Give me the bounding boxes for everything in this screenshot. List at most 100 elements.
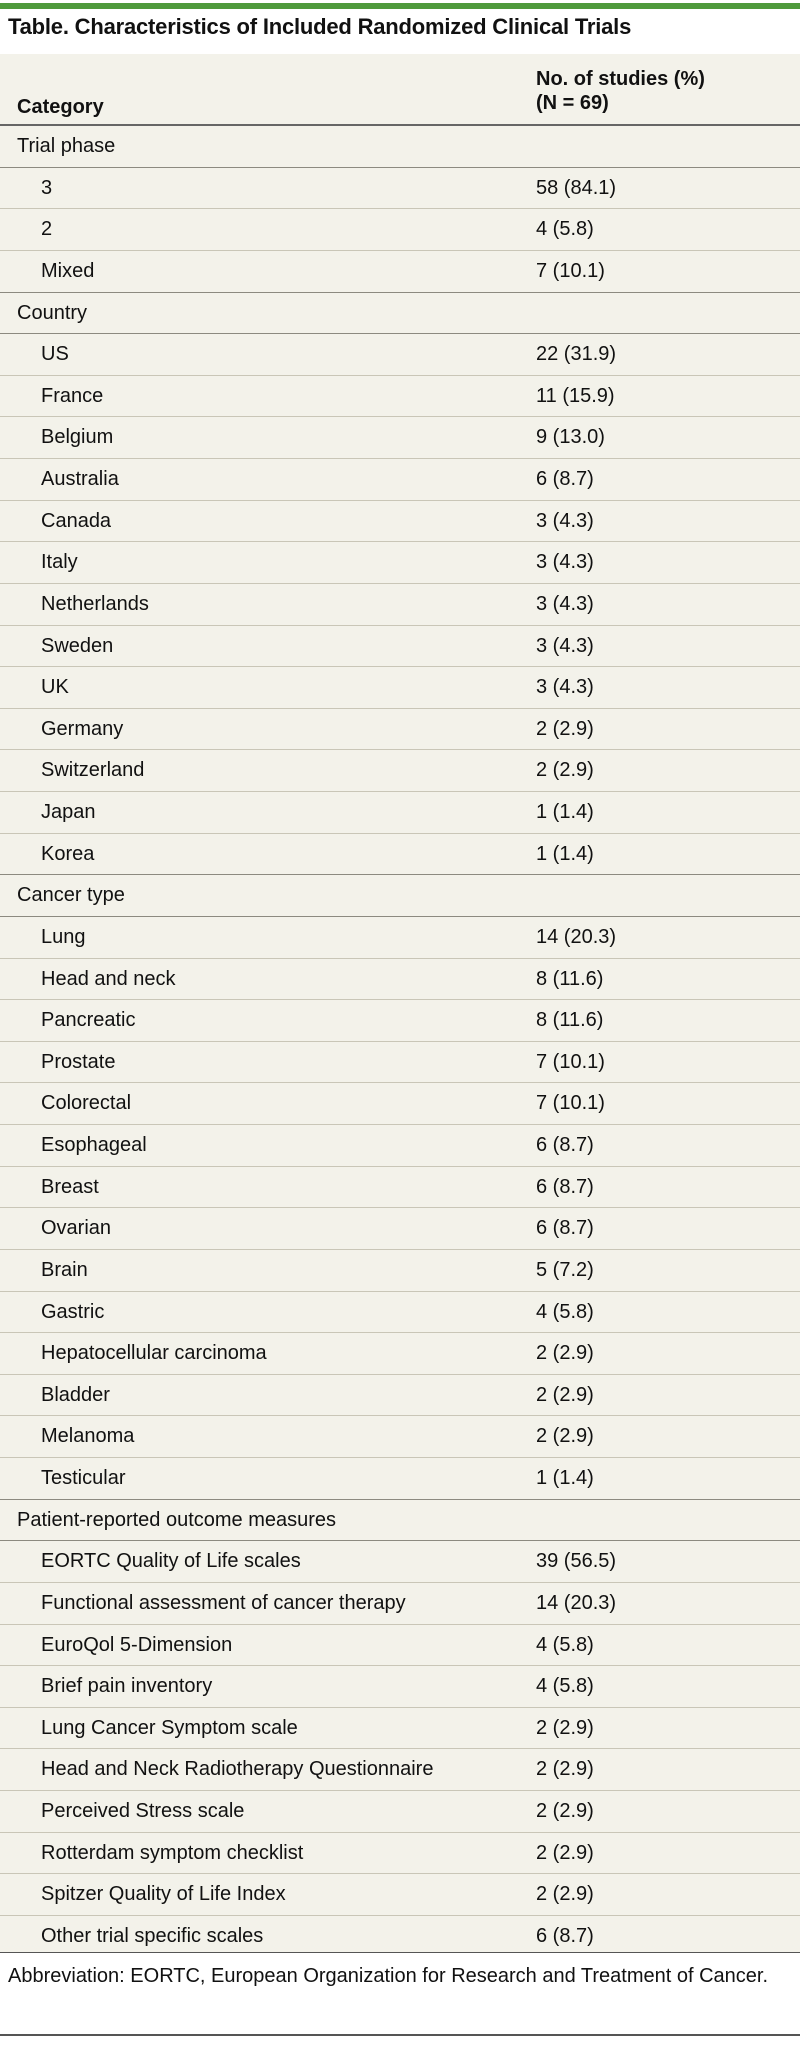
row-label: Prostate	[41, 1050, 116, 1073]
table-row: Ovarian 6 (8.7)	[0, 1208, 800, 1250]
row-label: EuroQol 5-Dimension	[41, 1633, 233, 1656]
row-label: Sweden	[41, 634, 114, 657]
row-count-value: 14 (20.3)	[536, 925, 617, 948]
row-count-value: 1 (1.4)	[536, 1467, 594, 1489]
row-count-value: 2 (2.9)	[536, 717, 594, 740]
table-row: 2 4 (5.8)	[0, 209, 800, 251]
table-bottom-rule	[0, 1952, 800, 1953]
section-header-row: Cancer type	[0, 875, 800, 917]
row-label: Ovarian	[41, 1217, 112, 1240]
table-row: Head and neck 8 (11.6)	[0, 959, 800, 1001]
row-count-value: 39 (56.5)	[536, 1550, 617, 1573]
table-row: Rotterdam symptom checklist 2 (2.9)	[0, 1833, 800, 1875]
table-header-row: Category No. of studies (%) (N = 69)	[0, 54, 800, 124]
table-row: Australia 6 (8.7)	[0, 459, 800, 501]
table-row: Lung Cancer Symptom scale 2 (2.9)	[0, 1708, 800, 1750]
table-body: Trial phase 3 58 (84.1) 2 4 (5.8) Mixed 7 (10.…	[0, 126, 800, 1958]
row-count-value: 2 (2.9)	[536, 1716, 594, 1739]
row-count-value: 8 (11.6)	[536, 1009, 604, 1032]
row-label: Esophageal	[41, 1134, 147, 1156]
row-count-value: 4 (5.8)	[536, 1633, 594, 1656]
table-row: Japan 1 (1.4)	[0, 792, 800, 834]
section-label: Cancer type	[17, 884, 125, 907]
row-label: Belgium	[41, 426, 114, 449]
row-label: Functional assessment of cancer therapy	[41, 1591, 406, 1614]
row-count-value: 4 (5.8)	[536, 1675, 594, 1698]
row-count-value: 6 (8.7)	[536, 1134, 594, 1156]
header-count: No. of studies (%) (N = 69)	[536, 67, 705, 115]
table-row: Italy 3 (4.3)	[0, 542, 800, 584]
section-label: Trial phase	[17, 135, 116, 157]
row-count-value: 2 (2.9)	[536, 759, 594, 782]
table-row: Belgium 9 (13.0)	[0, 417, 800, 459]
table-row: Pancreatic 8 (11.6)	[0, 1000, 800, 1042]
table-row: Korea 1 (1.4)	[0, 834, 800, 876]
row-label: Rotterdam symptom checklist	[41, 1841, 304, 1864]
table-row: Prostate 7 (10.1)	[0, 1042, 800, 1084]
table-row: Functional assessment of cancer therapy 1…	[0, 1583, 800, 1625]
row-label: Perceived Stress scale	[41, 1800, 245, 1822]
row-count-value: 1 (1.4)	[536, 801, 594, 823]
row-label: Other trial specific scales	[41, 1924, 264, 1947]
table-row: Brain 5 (7.2)	[0, 1250, 800, 1292]
row-label: Italy	[41, 551, 78, 574]
row-label: Pancreatic	[41, 1009, 136, 1032]
row-label: Breast	[41, 1175, 99, 1198]
table-row: US 22 (31.9)	[0, 334, 800, 376]
table-row: EuroQol 5-Dimension 4 (5.8)	[0, 1625, 800, 1667]
table-row: Lung 14 (20.3)	[0, 917, 800, 959]
row-label: Korea	[41, 842, 95, 865]
top-accent-rule	[0, 3, 800, 9]
row-label: EORTC Quality of Life scales	[41, 1550, 301, 1573]
row-label: Lung Cancer Symptom scale	[41, 1716, 298, 1739]
row-count-value: 58 (84.1)	[536, 176, 617, 199]
row-count-value: 7 (10.1)	[536, 259, 605, 282]
row-count-value: 3 (4.3)	[536, 509, 594, 532]
section-label: Country	[17, 301, 88, 324]
row-count-value: 3 (4.3)	[536, 592, 594, 615]
row-label: Netherlands	[41, 592, 149, 615]
row-count-value: 2 (2.9)	[536, 1883, 594, 1906]
row-count-value: 14 (20.3)	[536, 1591, 617, 1614]
row-label: Canada	[41, 509, 112, 532]
section-header-row: Trial phase	[0, 126, 800, 168]
characteristics-table: Category No. of studies (%) (N = 69) Tri…	[0, 54, 800, 1952]
row-label: US	[41, 343, 69, 366]
row-count-value: 9 (13.0)	[536, 426, 605, 449]
row-label: Japan	[41, 801, 96, 823]
row-label: Lung	[41, 925, 86, 948]
table-row: EORTC Quality of Life scales 39 (56.5)	[0, 1541, 800, 1583]
header-count-line1: No. of studies (%)	[536, 68, 705, 90]
header-divider	[0, 124, 800, 126]
row-label: Germany	[41, 717, 124, 740]
row-count-value: 2 (2.9)	[536, 1841, 594, 1864]
table-row: Colorectal 7 (10.1)	[0, 1083, 800, 1125]
table-footnote: Abbreviation: EORTC, European Organizati…	[8, 1965, 769, 1987]
row-count-value: 1 (1.4)	[536, 842, 594, 865]
row-label: Gastric	[41, 1300, 105, 1323]
row-label: 2	[41, 218, 53, 241]
table-row: Melanoma 2 (2.9)	[0, 1416, 800, 1458]
row-label: Bladder	[41, 1383, 110, 1406]
row-count-value: 6 (8.7)	[536, 468, 594, 490]
table-row: 3 58 (84.1)	[0, 168, 800, 210]
row-count-value: 2 (2.9)	[536, 1425, 594, 1448]
table-row: Canada 3 (4.3)	[0, 501, 800, 543]
row-count-value: 4 (5.8)	[536, 1300, 594, 1323]
row-count-value: 8 (11.6)	[536, 967, 604, 990]
row-label: Switzerland	[41, 759, 145, 782]
row-label: Colorectal	[41, 1092, 132, 1115]
row-label: Australia	[41, 468, 119, 490]
row-count-value: 6 (8.7)	[536, 1217, 594, 1240]
row-count-value: 6 (8.7)	[536, 1175, 594, 1198]
row-count-value: 22 (31.9)	[536, 343, 617, 366]
table-row: UK 3 (4.3)	[0, 667, 800, 709]
table-row: Sweden 3 (4.3)	[0, 626, 800, 668]
page-end-rule	[0, 2034, 800, 2036]
table-row: Netherlands 3 (4.3)	[0, 584, 800, 626]
section-header-row: Country	[0, 293, 800, 335]
table-row: Switzerland 2 (2.9)	[0, 750, 800, 792]
row-label: Mixed	[41, 259, 95, 282]
row-count-value: 3 (4.3)	[536, 676, 594, 699]
